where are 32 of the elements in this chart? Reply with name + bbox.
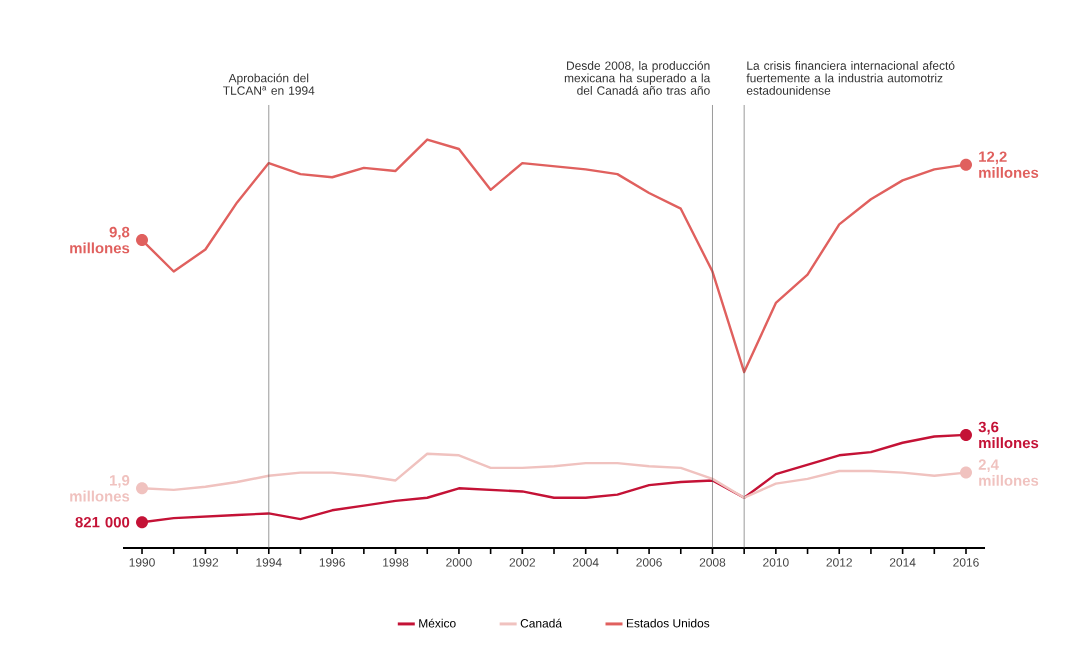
point bbox=[960, 428, 972, 441]
x-tick-label: 2016 bbox=[953, 558, 979, 567]
x-tick-label: 1998 bbox=[383, 558, 409, 567]
data-label: 1,9 millones bbox=[70, 475, 130, 502]
x-tick-label: 1992 bbox=[193, 558, 219, 567]
point bbox=[136, 516, 149, 529]
ref-line-label: Aprobación del TLCAN$^{a}$ en 1994 bbox=[223, 73, 315, 95]
x-tick-label: 2000 bbox=[446, 558, 472, 567]
x-tick-label: 1994 bbox=[256, 558, 282, 567]
x-tick-label: 2006 bbox=[636, 558, 662, 567]
x-tick-label: 1996 bbox=[319, 558, 345, 567]
point bbox=[960, 158, 972, 171]
x-tick-label: 2002 bbox=[509, 558, 536, 567]
point bbox=[136, 234, 149, 247]
x-tick-label: 2012 bbox=[826, 558, 852, 567]
data-label: 12,2 millones bbox=[979, 151, 1039, 178]
data-label: 9,8 millones bbox=[70, 226, 130, 254]
annotation: 821 000 bbox=[75, 516, 130, 528]
data-label: 3,6 millones bbox=[978, 421, 1039, 449]
point bbox=[136, 482, 149, 495]
point bbox=[960, 466, 972, 479]
x-tick-label: 2008 bbox=[699, 558, 726, 567]
ref-line-label: Desde 2008, la producción mexicana ha superado a la del Canadá año tras año bbox=[564, 60, 711, 95]
legend-label: Canadá bbox=[520, 618, 562, 628]
x-tick-label: 2004 bbox=[573, 558, 599, 567]
x-tick-label: 2010 bbox=[763, 558, 789, 567]
legend-label: Estados Unidos bbox=[626, 618, 710, 628]
ref-line-label: La crisis financiera internacional afectó fuertemente a la industria automotriz estadounidense bbox=[746, 60, 955, 95]
x-tick-label: 1990 bbox=[129, 558, 155, 567]
x-tick-label: 2014 bbox=[889, 558, 916, 567]
legend-label: México bbox=[419, 618, 456, 628]
data-label: 2,4 millones bbox=[978, 459, 1039, 486]
